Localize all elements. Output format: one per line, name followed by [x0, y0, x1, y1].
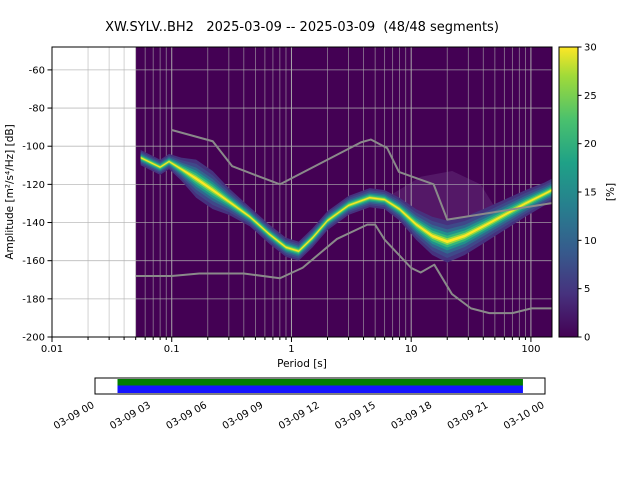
- psd-probability-histogram: [140, 150, 552, 263]
- plot-frame: [51, 46, 553, 338]
- coverage-used-segment: [117, 379, 523, 386]
- y-tick-label: -160: [22, 256, 45, 267]
- x-tick-label: 100: [521, 344, 540, 355]
- colorbar-tick-label: 20: [584, 139, 597, 150]
- colorbar-tick-label: 0: [584, 333, 590, 344]
- time-tick-label: 03-10 00: [502, 400, 546, 432]
- time-tick-label: 03-09 15: [333, 400, 377, 432]
- axis-ticks: 0.01 0.1 1 10 100 -60 -80 -100 -120 -140 -160 -180 -…: [22, 65, 540, 355]
- time-tick-label: 03-09 06: [165, 400, 209, 432]
- x-tick-label: 0.1: [164, 344, 180, 355]
- time-tick-label: 03-09 18: [390, 400, 434, 432]
- time-tick-label: 03-09 12: [277, 400, 321, 432]
- y-tick-label: -200: [22, 333, 45, 344]
- time-tick-label: 03-09 03: [108, 400, 152, 432]
- colorbar-tick-label: 10: [584, 236, 597, 247]
- coverage-data-segment: [117, 385, 523, 393]
- time-tick-label: 03-09 09: [221, 400, 265, 432]
- x-axis-label: Period [s]: [277, 358, 327, 370]
- colorbar-tick-label: 5: [584, 284, 590, 295]
- x-tick-label: 0.01: [41, 344, 63, 355]
- time-coverage-bar: 03-09 00 03-09 03 03-09 06 03-09 09 03-09 12…: [52, 377, 547, 432]
- y-tick-label: -140: [22, 218, 45, 229]
- y-tick-label: -60: [29, 65, 45, 76]
- colorbar-tick-label: 30: [584, 43, 597, 54]
- plot-title: XW.SYLV..BH2 2025-03-09 -- 2025-03-09 (4…: [105, 20, 499, 35]
- y-tick-label: -100: [22, 142, 45, 153]
- noise-model-curve-low: [135, 223, 552, 315]
- y-tick-label: -80: [29, 104, 45, 115]
- time-tick-label: 03-09 00: [52, 400, 96, 432]
- x-tick-label: 1: [288, 344, 294, 355]
- time-tick-label: 03-09 21: [446, 400, 490, 432]
- psd-probability-band: [140, 155, 552, 254]
- colorbar-gradient: [559, 47, 578, 337]
- y-tick-label: -120: [22, 180, 45, 191]
- colorbar-tick-label: 15: [584, 188, 597, 199]
- axes-frame: [51, 46, 553, 338]
- y-tick-label: -180: [22, 294, 45, 305]
- x-tick-label: 10: [405, 344, 418, 355]
- colorbar: 0 5 10 15 20 25 30: [558, 43, 597, 344]
- colorbar-label: [%]: [605, 183, 617, 201]
- colorbar-tick-label: 25: [584, 91, 597, 102]
- y-axis-label: Amplitude [m²/s⁴/Hz] [dB]: [4, 124, 16, 259]
- peterson-noise-model-curves: [135, 129, 552, 315]
- noise-model-curve-high: [171, 129, 552, 221]
